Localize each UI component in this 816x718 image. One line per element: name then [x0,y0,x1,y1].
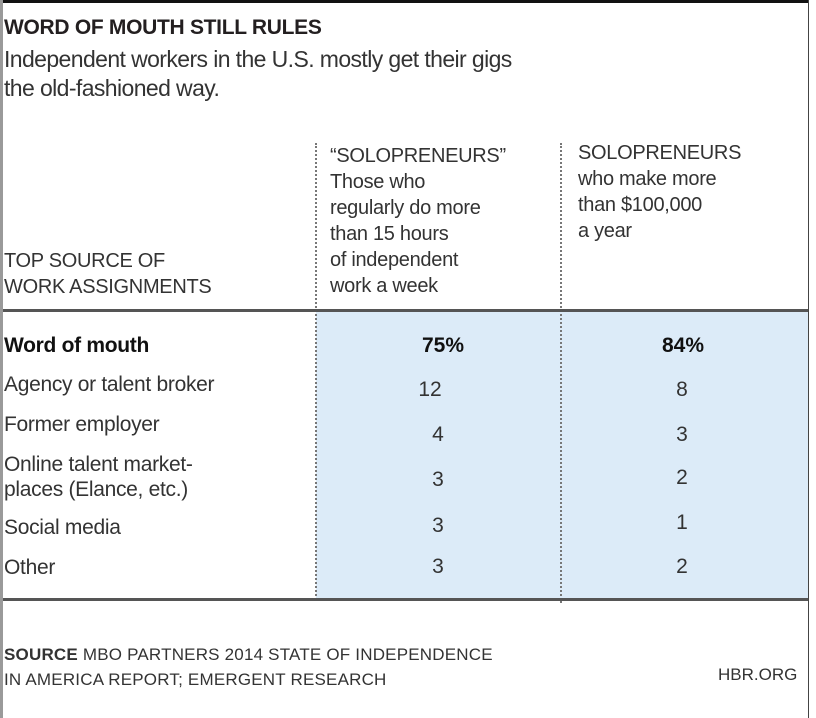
column-header-line: work a week [330,275,438,297]
row-label: Agency or talent broker [4,373,215,396]
value-cell: 4 [432,423,444,446]
column-header-line: SOLOPRENEURS [578,142,742,164]
value-cell: 2 [676,466,688,489]
row-label: Former employer [4,413,160,436]
column-divider [315,143,317,600]
column-header-line: “SOLOPRENEURS” [330,145,506,167]
row-label: Social media [4,516,121,539]
right-edge [808,0,816,718]
subtitle-line: the old-fashioned way. [4,75,220,101]
row-label: Online talent market- places (Elance, et… [4,452,193,502]
value-cell: 8 [676,378,688,401]
row-header-line: WORK ASSIGNMENTS [4,276,212,298]
value-cell: 3 [432,468,444,491]
value-cell: 1 [676,511,688,534]
value-cell: 3 [676,423,688,446]
row-label-line: Online talent market- [4,453,193,476]
column-header-line: than 15 hours [330,223,449,245]
source-line: IN AMERICA REPORT; EMERGENT RESEARCH [4,670,387,689]
table-bottom-rule [3,598,808,601]
left-edge [0,0,3,718]
credit: HBR.ORG [718,665,798,684]
source-note: SOURCE MBO PARTNERS 2014 STATE OF INDEPE… [4,642,493,692]
column-divider [560,143,562,603]
value-cell: 3 [432,555,444,578]
chart-subtitle: Independent workers in the U.S. mostly g… [4,45,512,103]
chart-title: WORD OF MOUTH STILL RULES [4,16,322,39]
table-top-rule [3,309,808,312]
column-header-line: than $100,000 [578,194,703,216]
row-header: TOP SOURCE OF WORK ASSIGNMENTS [4,248,212,300]
value-cell: 3 [432,514,444,537]
row-label-line: places (Elance, etc.) [4,478,188,501]
source-text: MBO PARTNERS 2014 STATE OF INDEPENDENCE [82,645,493,664]
source-line: SOURCE MBO PARTNERS 2014 STATE OF INDEPE… [4,642,493,667]
row-label: Other [4,556,56,579]
column-header-line: regularly do more [330,197,481,219]
subtitle-line: Independent workers in the U.S. mostly g… [4,46,512,72]
column-header-1: “SOLOPRENEURS” Those who regularly do mo… [330,143,506,299]
source-label: SOURCE [4,645,78,664]
column-header-line: of independent [330,249,459,271]
row-label: Word of mouth [4,334,150,357]
value-cell: 75% [421,334,465,357]
column-header-line: a year [578,220,632,242]
row-header-line: TOP SOURCE OF [4,250,165,272]
column-header-2: SOLOPRENEURS who make more than $100,000… [578,140,741,244]
column-header-line: Those who [330,171,426,193]
top-border [0,0,816,3]
value-cell: 2 [676,555,688,578]
highlight-shading [316,311,808,600]
value-cell: 84% [661,334,705,357]
value-cell: 12 [418,378,442,401]
column-header-line: who make more [578,168,717,190]
